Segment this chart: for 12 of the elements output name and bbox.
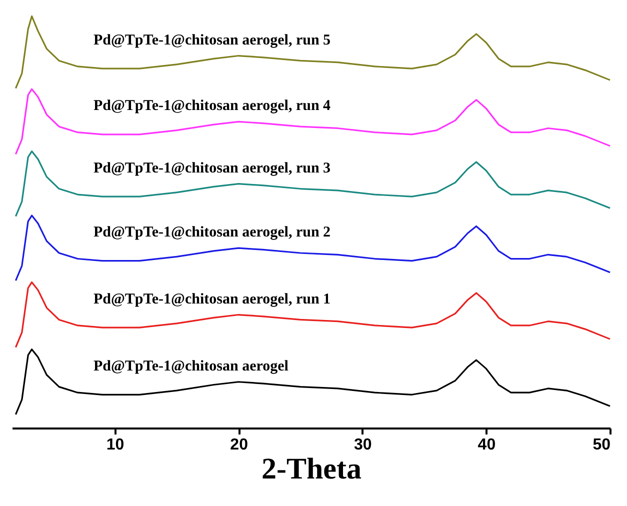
x-tick-label: 40 xyxy=(478,436,496,454)
x-tick-label: 50 xyxy=(592,436,611,454)
series-label: Pd@TpTe-1@chitosan aerogel, run 1 xyxy=(93,291,331,308)
x-tick-label: 30 xyxy=(354,436,372,454)
x-tick-label: 10 xyxy=(106,436,124,454)
series-label: Pd@TpTe-1@chitosan aerogel, run 4 xyxy=(93,98,332,114)
x-axis-title: 2-Theta xyxy=(262,452,362,486)
series-label: Pd@TpTe-1@chitosan aerogel xyxy=(93,358,288,374)
x-tick-label: 20 xyxy=(230,436,248,454)
series-label: Pd@TpTe-1@chitosan aerogel, run 5 xyxy=(93,32,331,48)
series-label: Pd@TpTe-1@chitosan aerogel, run 2 xyxy=(93,224,331,241)
series-label: Pd@TpTe-1@chitosan aerogel, run 3 xyxy=(93,160,331,176)
